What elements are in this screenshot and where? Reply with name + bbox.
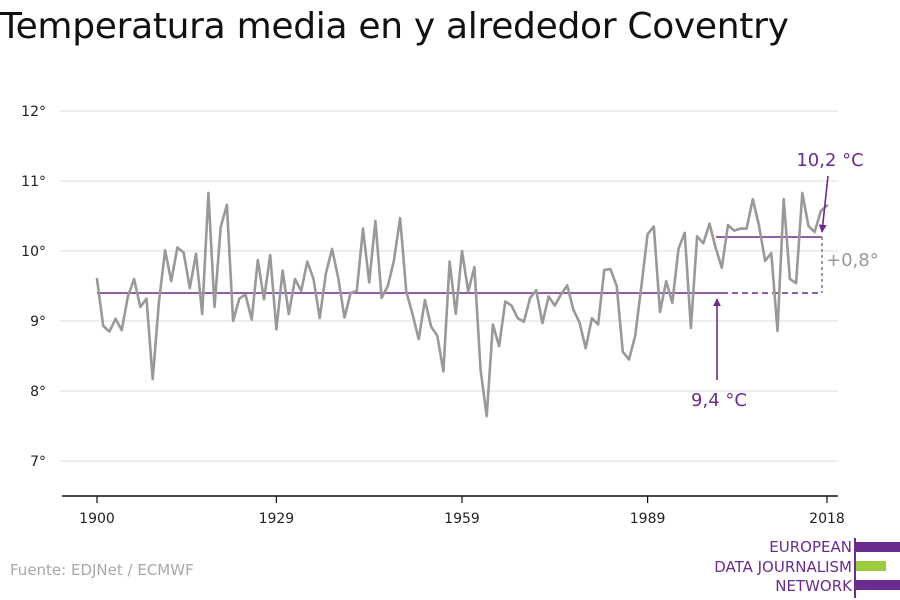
x-axis: 1900 1929 1959 1989 2018 <box>62 495 845 527</box>
x-tick-label: 1929 <box>259 511 295 527</box>
baseline-label: 9,4 °C <box>691 390 747 411</box>
recent-label: 10,2 °C <box>796 150 863 171</box>
annotations: +0,8° 9,4 °C 10,2 °C <box>691 150 879 411</box>
y-tick-label: 11° <box>21 174 46 190</box>
logo-bar-middle <box>856 561 886 571</box>
logo-line-european: EUROPEAN <box>769 538 852 556</box>
logo-divider <box>854 538 856 598</box>
logo-bar-top <box>856 542 900 552</box>
logo-text: EUROPEAN DATA JOURNALISM NETWORK <box>714 538 852 597</box>
x-tick-label: 1989 <box>630 511 666 527</box>
y-tick-label: 12° <box>21 104 46 120</box>
recent-arrow <box>818 175 829 233</box>
logo-line-data-journalism: DATA JOURNALISM <box>714 557 852 576</box>
edjnet-logo: EUROPEAN DATA JOURNALISM NETWORK <box>680 538 900 598</box>
chart-title: Temperatura media en y alrededor Coventr… <box>0 6 789 47</box>
logo-bar-bottom <box>856 580 900 590</box>
x-tick-label: 2018 <box>809 511 845 527</box>
series-layer <box>95 191 829 418</box>
logo-line-network: NETWORK <box>775 577 852 595</box>
difference-label: +0,8° <box>826 250 879 271</box>
y-tick-label: 10° <box>21 244 46 260</box>
x-tick-label: 1959 <box>444 511 480 527</box>
y-tick-label: 9° <box>30 314 46 330</box>
source-note: Fuente: EDJNet / ECMWF <box>10 561 194 579</box>
temperature-series-line <box>95 191 829 418</box>
y-tick-label: 7° <box>30 454 46 470</box>
grid-lines: 7° 8° 9° 10° 11° 12° <box>21 104 838 470</box>
x-tick-label: 1900 <box>79 511 115 527</box>
y-tick-label: 8° <box>30 384 46 400</box>
